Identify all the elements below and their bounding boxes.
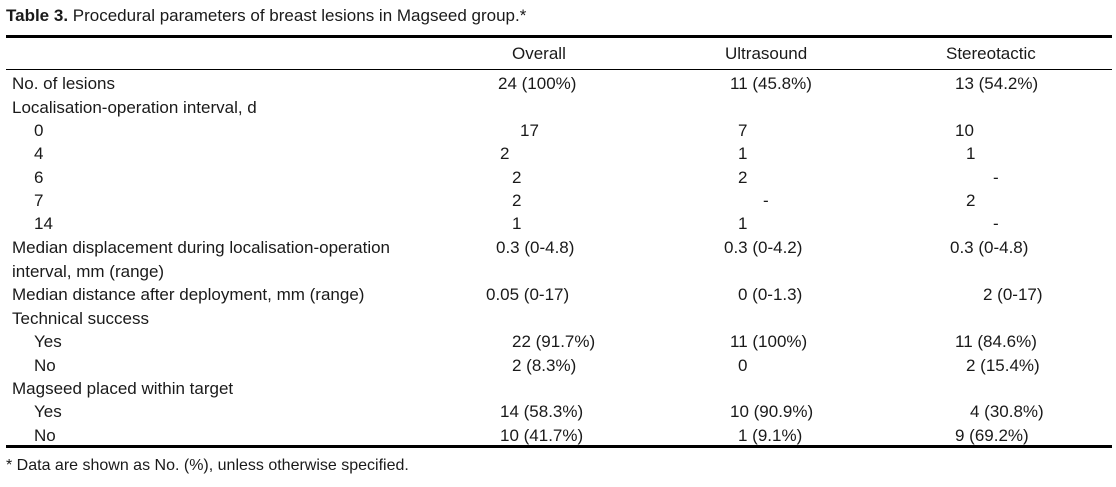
bottom-rule bbox=[6, 445, 1112, 448]
table-cell-stereotactic: 4 (30.8%) bbox=[970, 402, 1044, 421]
table-cell-ultrasound: 1 bbox=[738, 214, 748, 233]
table-cell-ultrasound: 11 (100%) bbox=[730, 332, 808, 351]
table-cell-overall: 0.3 (0-4.8) bbox=[496, 238, 575, 257]
column-header-overall: Overall bbox=[512, 44, 566, 63]
table-cell-overall: 22 (91.7%) bbox=[512, 332, 596, 351]
table-cell-stereotactic: 13 (54.2%) bbox=[955, 74, 1039, 93]
row-label: Technical success bbox=[12, 309, 150, 328]
column-header-ultrasound: Ultrasound bbox=[725, 44, 808, 63]
row-label: No bbox=[34, 356, 56, 375]
row-label: Median displacement during localisation-… bbox=[12, 238, 391, 257]
table-cell-overall: 10 (41.7%) bbox=[500, 426, 584, 445]
row-label: Localisation-operation interval, d bbox=[12, 98, 257, 117]
row-label: 6 bbox=[34, 168, 44, 187]
row-label: Magseed placed within target bbox=[12, 379, 234, 398]
row-label: No bbox=[34, 426, 56, 445]
row-label: Yes bbox=[34, 332, 62, 351]
table-cell-overall: 2 bbox=[500, 144, 510, 163]
table-cell-overall: 1 bbox=[512, 214, 522, 233]
column-header-stereotactic: Stereotactic bbox=[946, 44, 1036, 63]
row-label: 7 bbox=[34, 191, 44, 210]
table-cell-stereotactic: 2 bbox=[966, 191, 976, 210]
table-cell-stereotactic: 10 bbox=[955, 121, 974, 140]
row-label: No. of lesions bbox=[12, 74, 115, 93]
table-cell-overall: 17 bbox=[520, 121, 539, 140]
table-cell-ultrasound: 0 (0-1.3) bbox=[738, 285, 803, 304]
table-cell-stereotactic: 2 (15.4%) bbox=[966, 356, 1040, 375]
top-rule bbox=[6, 35, 1112, 38]
table-cell-ultrasound: - bbox=[763, 191, 769, 210]
table-cell-ultrasound: 2 bbox=[738, 168, 748, 187]
row-label: 0 bbox=[34, 121, 44, 140]
table-cell-ultrasound: 11 (45.8%) bbox=[730, 74, 812, 93]
table-cell-stereotactic: 1 bbox=[966, 144, 976, 163]
table-cell-stereotactic: 9 (69.2%) bbox=[955, 426, 1029, 445]
table-cell-ultrasound: 1 (9.1%) bbox=[738, 426, 803, 445]
table-cell-stereotactic: - bbox=[993, 214, 999, 233]
row-label: Yes bbox=[34, 402, 62, 421]
table-caption-label: Table 3. bbox=[6, 6, 69, 25]
table-cell-overall: 2 bbox=[512, 191, 522, 210]
table-cell-overall: 2 (8.3%) bbox=[512, 356, 577, 375]
table-cell-overall: 14 (58.3%) bbox=[500, 402, 584, 421]
table-cell-stereotactic: 0.3 (0-4.8) bbox=[950, 238, 1029, 257]
table-cell-ultrasound: 0.3 (0-4.2) bbox=[724, 238, 803, 257]
table-cell-overall: 0.05 (0-17) bbox=[486, 285, 570, 304]
table-cell-stereotactic: 11 (84.6%) bbox=[955, 332, 1037, 351]
table-caption: Table 3. Procedural parameters of breast… bbox=[6, 6, 526, 26]
table-cell-ultrasound: 0 bbox=[738, 356, 748, 375]
table-cell-overall: 24 (100%) bbox=[498, 74, 577, 93]
table-caption-text: Procedural parameters of breast lesions … bbox=[68, 6, 527, 25]
table-cell-ultrasound: 1 bbox=[738, 144, 748, 163]
table-cell-stereotactic: - bbox=[993, 168, 999, 187]
row-label: 14 bbox=[34, 214, 53, 233]
table-footnote: * Data are shown as No. (%), unless othe… bbox=[6, 457, 409, 474]
row-label-continued: interval, mm (range) bbox=[12, 262, 165, 281]
row-label: Median distance after deployment, mm (ra… bbox=[12, 285, 365, 304]
table-cell-ultrasound: 7 bbox=[738, 121, 748, 140]
table-cell-ultrasound: 10 (90.9%) bbox=[730, 402, 814, 421]
table-cell-overall: 2 bbox=[512, 168, 522, 187]
row-label: 4 bbox=[34, 144, 44, 163]
table-cell-stereotactic: 2 (0-17) bbox=[983, 285, 1043, 304]
header-rule bbox=[6, 69, 1112, 70]
